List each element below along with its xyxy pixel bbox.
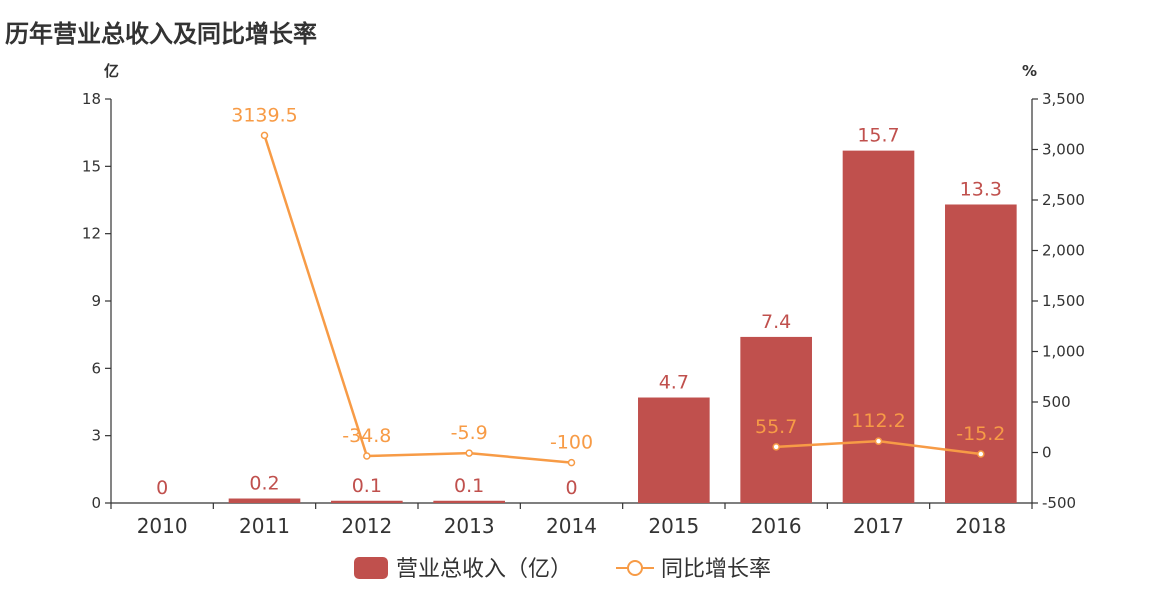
- right-y-tick-label: 500: [1042, 393, 1071, 411]
- right-y-tick-label: 3,500: [1042, 90, 1085, 108]
- bar: [433, 500, 505, 503]
- line-data-label: -5.9: [451, 422, 488, 444]
- line-point: [260, 131, 269, 140]
- line-segment: [263, 135, 369, 457]
- bar-labels: 0 0.2 0.1 0.1 0 4.7 7.4 15.7 13.3: [156, 125, 1002, 499]
- line-data-label: 3139.5: [231, 104, 297, 126]
- bar-data-label: 15.7: [857, 125, 899, 147]
- left-y-tick-label: 6: [91, 359, 101, 377]
- right-axis-unit: %: [1022, 62, 1037, 80]
- x-tick-label: 2014: [546, 514, 597, 538]
- x-tick-label: 2012: [341, 514, 392, 538]
- x-tick-label: 2011: [239, 514, 290, 538]
- line-series: [260, 131, 985, 467]
- left-y-tick-label: 18: [82, 90, 101, 108]
- x-tick-label: 2016: [751, 514, 802, 538]
- bar: [945, 204, 1017, 503]
- line-segment: [776, 439, 879, 449]
- x-tick-label: 2010: [137, 514, 188, 538]
- right-y-tick-label: 2,500: [1042, 191, 1085, 209]
- bar: [638, 397, 710, 503]
- x-tick-label: 2017: [853, 514, 904, 538]
- line-data-label: 112.2: [851, 410, 905, 432]
- bar-data-label: 0.1: [352, 475, 382, 497]
- bar: [228, 498, 301, 503]
- bar: [740, 336, 812, 503]
- line-labels: 3139.5 -34.8 -5.9 -100 55.7 112.2 -15.2: [231, 104, 1005, 453]
- line-point: [977, 450, 985, 458]
- line-segment: [469, 451, 572, 464]
- legend-line-marker: [627, 560, 643, 576]
- bar-data-label: 0: [156, 477, 168, 499]
- right-y-tick-label: 1,000: [1042, 343, 1085, 361]
- axes: 0 3 6 9 12 15 18 -500 0 500 1,000 1,500 2,000 2,500 3,…: [82, 90, 1085, 538]
- bar-data-label: 4.7: [659, 372, 689, 394]
- line-segment: [878, 439, 981, 456]
- bar-data-label: 0.2: [249, 473, 279, 495]
- legend-bar-swatch: [354, 557, 388, 579]
- x-tick-label: 2013: [444, 514, 495, 538]
- left-y-tick-label: 15: [82, 157, 101, 175]
- right-y-tick-label: -500: [1042, 494, 1076, 512]
- right-y-tick-label: 0: [1042, 444, 1052, 462]
- line-point: [363, 452, 371, 460]
- bar-data-label: 13.3: [960, 178, 1002, 200]
- bar-data-label: 0.1: [454, 475, 484, 497]
- x-tick-label: 2018: [955, 514, 1006, 538]
- bar: [331, 500, 403, 503]
- line-point: [567, 458, 576, 467]
- bar-data-label: 7.4: [761, 311, 791, 333]
- line-data-label: -15.2: [956, 423, 1005, 445]
- line-data-label: 55.7: [755, 416, 797, 438]
- line-data-label: -100: [550, 432, 593, 454]
- legend[interactable]: 营业总收入（亿） 同比增长率: [354, 557, 771, 582]
- line-point: [465, 449, 473, 457]
- line-data-label: -34.8: [342, 425, 391, 447]
- left-y-tick-label: 9: [91, 292, 101, 310]
- legend-line-label: 同比增长率: [661, 557, 771, 582]
- left-y-tick-label: 12: [82, 225, 101, 243]
- x-tick-label: 2015: [648, 514, 699, 538]
- line-segment: [366, 451, 470, 458]
- chart-title: 历年营业总收入及同比增长率: [5, 20, 317, 48]
- bar: [842, 150, 915, 503]
- right-y-tick-label: 1,500: [1042, 292, 1085, 310]
- right-y-tick-label: 3,000: [1042, 141, 1085, 159]
- legend-bar-label: 营业总收入（亿）: [396, 557, 572, 582]
- bar-data-label: 0: [565, 477, 577, 499]
- right-y-tick-label: 2,000: [1042, 242, 1085, 260]
- bar-series: [228, 150, 1017, 503]
- line-point: [772, 443, 780, 451]
- line-point: [874, 437, 883, 445]
- left-y-tick-label: 3: [91, 427, 101, 445]
- left-y-tick-label: 0: [91, 494, 101, 512]
- left-axis-unit: 亿: [104, 62, 119, 80]
